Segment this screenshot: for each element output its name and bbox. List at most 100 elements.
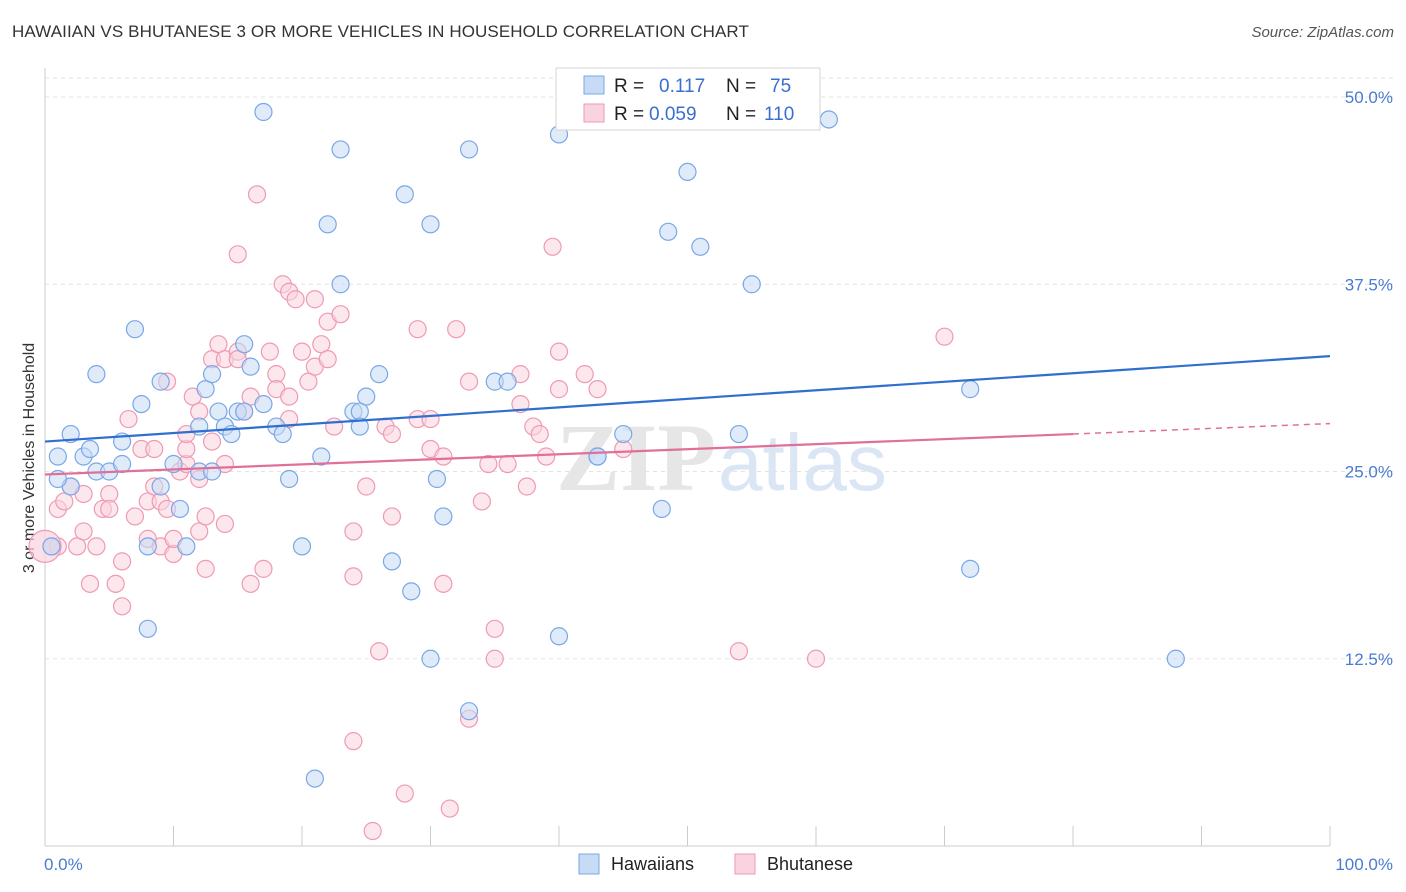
data-point: [344, 732, 363, 751]
data-point: [312, 335, 331, 354]
data-point: [479, 454, 498, 474]
data-point: [382, 424, 402, 444]
bhutanese-r-label: R =: [614, 104, 644, 125]
data-point: [819, 110, 838, 129]
data-point: [312, 447, 331, 466]
data-point: [485, 619, 504, 638]
data-point: [196, 380, 215, 399]
data-point: [112, 597, 132, 616]
data-point: [517, 477, 536, 496]
data-point: [145, 439, 164, 459]
data-point: [292, 537, 312, 556]
data-point: [87, 537, 106, 556]
hawaiian-points: [42, 102, 1185, 788]
data-point: [678, 162, 697, 181]
data-point: [472, 492, 491, 511]
data-point: [305, 769, 324, 788]
data-point: [382, 552, 402, 571]
bhutanese-points: [28, 185, 954, 841]
data-point: [125, 320, 145, 339]
series-legend: Hawaiians Bhutanese: [578, 853, 853, 875]
data-point: [344, 522, 363, 541]
data-point: [100, 499, 119, 519]
data-point: [331, 140, 350, 159]
data-point: [202, 432, 222, 451]
data-point: [138, 619, 157, 638]
bhutanese-swatch: [583, 103, 605, 123]
data-point: [440, 799, 459, 818]
data-point: [202, 462, 222, 481]
legend-bhutanese-label: Bhutanese: [767, 854, 853, 874]
data-point: [254, 559, 273, 578]
hawaiian-r-value: 0.117: [659, 76, 705, 97]
data-point: [498, 372, 517, 391]
data-point: [530, 424, 549, 444]
bhutanese-n-label: N =: [726, 104, 756, 125]
data-point: [549, 627, 569, 646]
data-point: [350, 417, 369, 436]
x-axis-ticks: [44, 826, 1331, 846]
data-point: [299, 372, 318, 391]
data-point: [241, 357, 260, 376]
data-point: [138, 537, 157, 556]
hawaiian-n-label: N =: [726, 76, 756, 97]
data-point: [370, 642, 389, 661]
data-point: [305, 290, 324, 309]
y-tick-label: 12.5%: [1345, 650, 1393, 669]
data-point: [151, 372, 170, 391]
data-point: [549, 380, 569, 399]
data-point: [331, 305, 350, 324]
data-point: [273, 424, 292, 444]
bhutanese-n-value: 110: [764, 104, 794, 125]
data-point: [363, 821, 382, 841]
data-point: [434, 447, 453, 466]
data-point: [729, 642, 749, 661]
data-point: [588, 447, 607, 466]
data-point: [382, 507, 402, 526]
data-point: [575, 365, 594, 384]
data-point: [61, 424, 80, 444]
data-point: [691, 237, 710, 256]
data-point: [935, 327, 954, 346]
data-point: [228, 245, 247, 264]
data-point: [254, 102, 273, 122]
data-point: [177, 537, 196, 556]
data-point: [498, 454, 517, 474]
hawaiian-r-label: R =: [614, 76, 644, 97]
data-point: [421, 409, 440, 429]
x-tick-max: 100.0%: [1335, 855, 1393, 874]
data-point: [48, 447, 67, 466]
data-point: [106, 574, 125, 593]
data-point: [209, 335, 228, 354]
data-point: [434, 574, 453, 593]
data-point: [151, 477, 170, 496]
y-tick-label: 50.0%: [1345, 88, 1393, 107]
data-point: [280, 387, 299, 406]
data-point: [395, 784, 414, 803]
hawaiian-trend-line: [44, 355, 1331, 443]
data-point: [292, 342, 312, 361]
data-point: [434, 507, 453, 526]
y-tick-label: 37.5%: [1345, 275, 1393, 294]
data-point: [112, 552, 132, 571]
data-point: [357, 387, 376, 406]
data-point: [196, 507, 215, 526]
data-point: [202, 365, 222, 384]
data-point: [170, 499, 190, 519]
chart-title: HAWAIIAN VS BHUTANESE 3 OR MORE VEHICLES…: [12, 22, 749, 41]
data-point: [459, 702, 479, 721]
hawaiian-n-value: 75: [770, 76, 791, 97]
data-point: [196, 559, 215, 578]
data-point: [408, 320, 427, 339]
data-point: [209, 402, 228, 421]
trend-lines: [44, 355, 1331, 476]
bhutanese-trend-line: [44, 432, 1074, 476]
stats-legend: R = 0.117 N = 75 R = 0.059 N = 110: [555, 67, 821, 131]
data-point: [125, 507, 145, 526]
data-point: [742, 275, 761, 294]
data-point: [511, 394, 530, 414]
x-tick-min: 0.0%: [44, 855, 83, 874]
data-point: [421, 649, 440, 668]
data-point: [961, 559, 980, 578]
data-point: [357, 477, 376, 496]
